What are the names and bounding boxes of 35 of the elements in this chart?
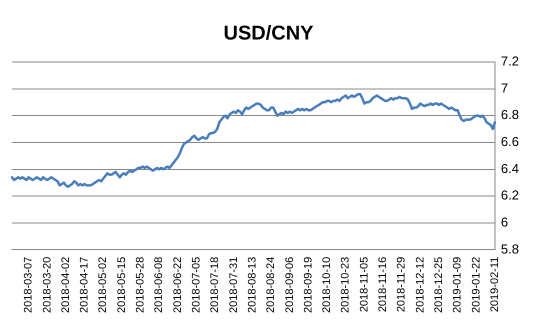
x-tick-label: 2018-04-02: [60, 256, 72, 314]
y-tick-label: 6.4: [500, 160, 520, 176]
x-tick-label: 2019-01-09: [452, 256, 464, 314]
y-tick-label: 6: [500, 214, 508, 230]
x-tick-label: 2018-11-05: [358, 256, 370, 312]
x-tick-label: 2018-10-10: [321, 256, 334, 314]
x-tick-label: 2018-11-16: [377, 256, 390, 312]
y-tick-label: 7.2: [500, 54, 520, 69]
chart-title: USD/CNY: [223, 22, 314, 45]
y-tick-label: 7: [500, 80, 508, 96]
x-tick-label: 2018-12-12: [414, 256, 426, 314]
x-tick-label: 2018-04-17: [78, 256, 91, 314]
x-tick-label: 2018-03-20: [41, 256, 54, 314]
x-tick-label: 2018-06-22: [172, 256, 184, 314]
x-tick-label: 2018-06-08: [153, 256, 166, 314]
x-tick-label: 2018-10-23: [340, 256, 352, 314]
x-tick-label: 2019-02-11: [488, 256, 501, 312]
x-tick-label: 2018-05-02: [97, 256, 110, 314]
y-tick-label: 6.8: [500, 107, 520, 122]
x-tick-label: 2018-12-25: [433, 256, 445, 314]
x-tick-label: 2018-07-18: [209, 256, 222, 314]
y-tick-label: 6.2: [500, 188, 520, 203]
y-tick-label: 6.6: [500, 134, 520, 150]
x-tick-label: 2018-09-06: [284, 256, 296, 314]
x-tick-label: 2018-08-13: [246, 256, 258, 314]
x-tick-label: 2019-01-22: [470, 256, 482, 314]
x-tick-label: 2018-09-19: [302, 256, 314, 314]
x-tick-label: 2018-03-07: [22, 256, 35, 314]
x-tick-label: 2018-07-05: [190, 256, 202, 314]
x-tick-label: 2018-11-29: [396, 256, 408, 312]
x-tick-label: 2018-07-31: [228, 256, 240, 314]
x-tick-label: 2018-08-24: [265, 256, 278, 314]
x-tick-label: 2018-05-15: [116, 256, 128, 314]
x-tick-label: 2018-05-28: [134, 256, 147, 314]
y-tick-label: 5.8: [500, 241, 520, 256]
